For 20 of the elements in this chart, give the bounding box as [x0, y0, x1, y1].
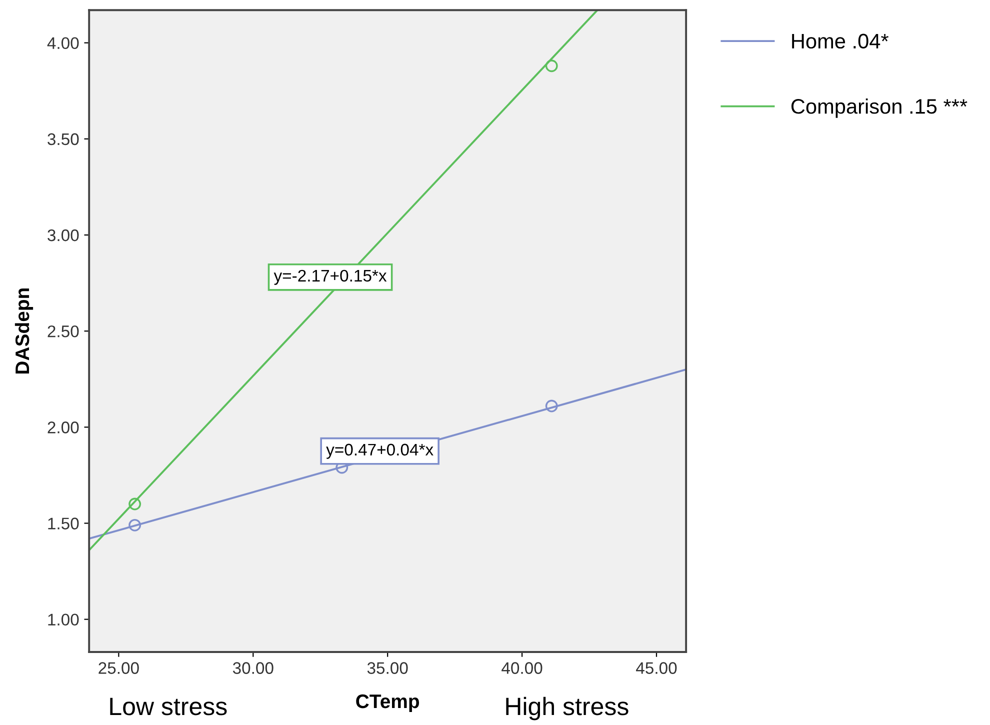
- annotation: y=-2.17+0.15*x: [274, 270, 387, 285]
- annotation: y=0.47+0.04*x: [326, 444, 434, 459]
- y-tick-label: 4.00: [47, 37, 79, 50]
- y-tick-label: 2.50: [48, 325, 79, 338]
- y-tick-label: 2.00: [48, 422, 79, 434]
- x-tick-label: 40.00: [502, 662, 542, 674]
- y-tick-label: 3.00: [48, 229, 79, 242]
- x-tick-label: 45.00: [636, 662, 677, 674]
- x-axis-title: CTemp: [356, 694, 420, 712]
- x-tick-label: 30.00: [232, 662, 274, 674]
- y-axis-title: DASdepn: [14, 288, 34, 374]
- y-tick-label: 1.00: [48, 614, 79, 626]
- y-tick-label: 3.50: [48, 133, 79, 146]
- text: Low stress: [110, 698, 227, 716]
- text: High stress: [506, 696, 628, 720]
- legend-label: Comparison .15 ***: [791, 98, 968, 118]
- y-tick-label: 1.50: [48, 518, 79, 530]
- x-tick-label: 25.00: [98, 662, 139, 674]
- x-tick-label: 35.00: [367, 662, 408, 674]
- legend-label: Home .04*: [792, 34, 889, 49]
